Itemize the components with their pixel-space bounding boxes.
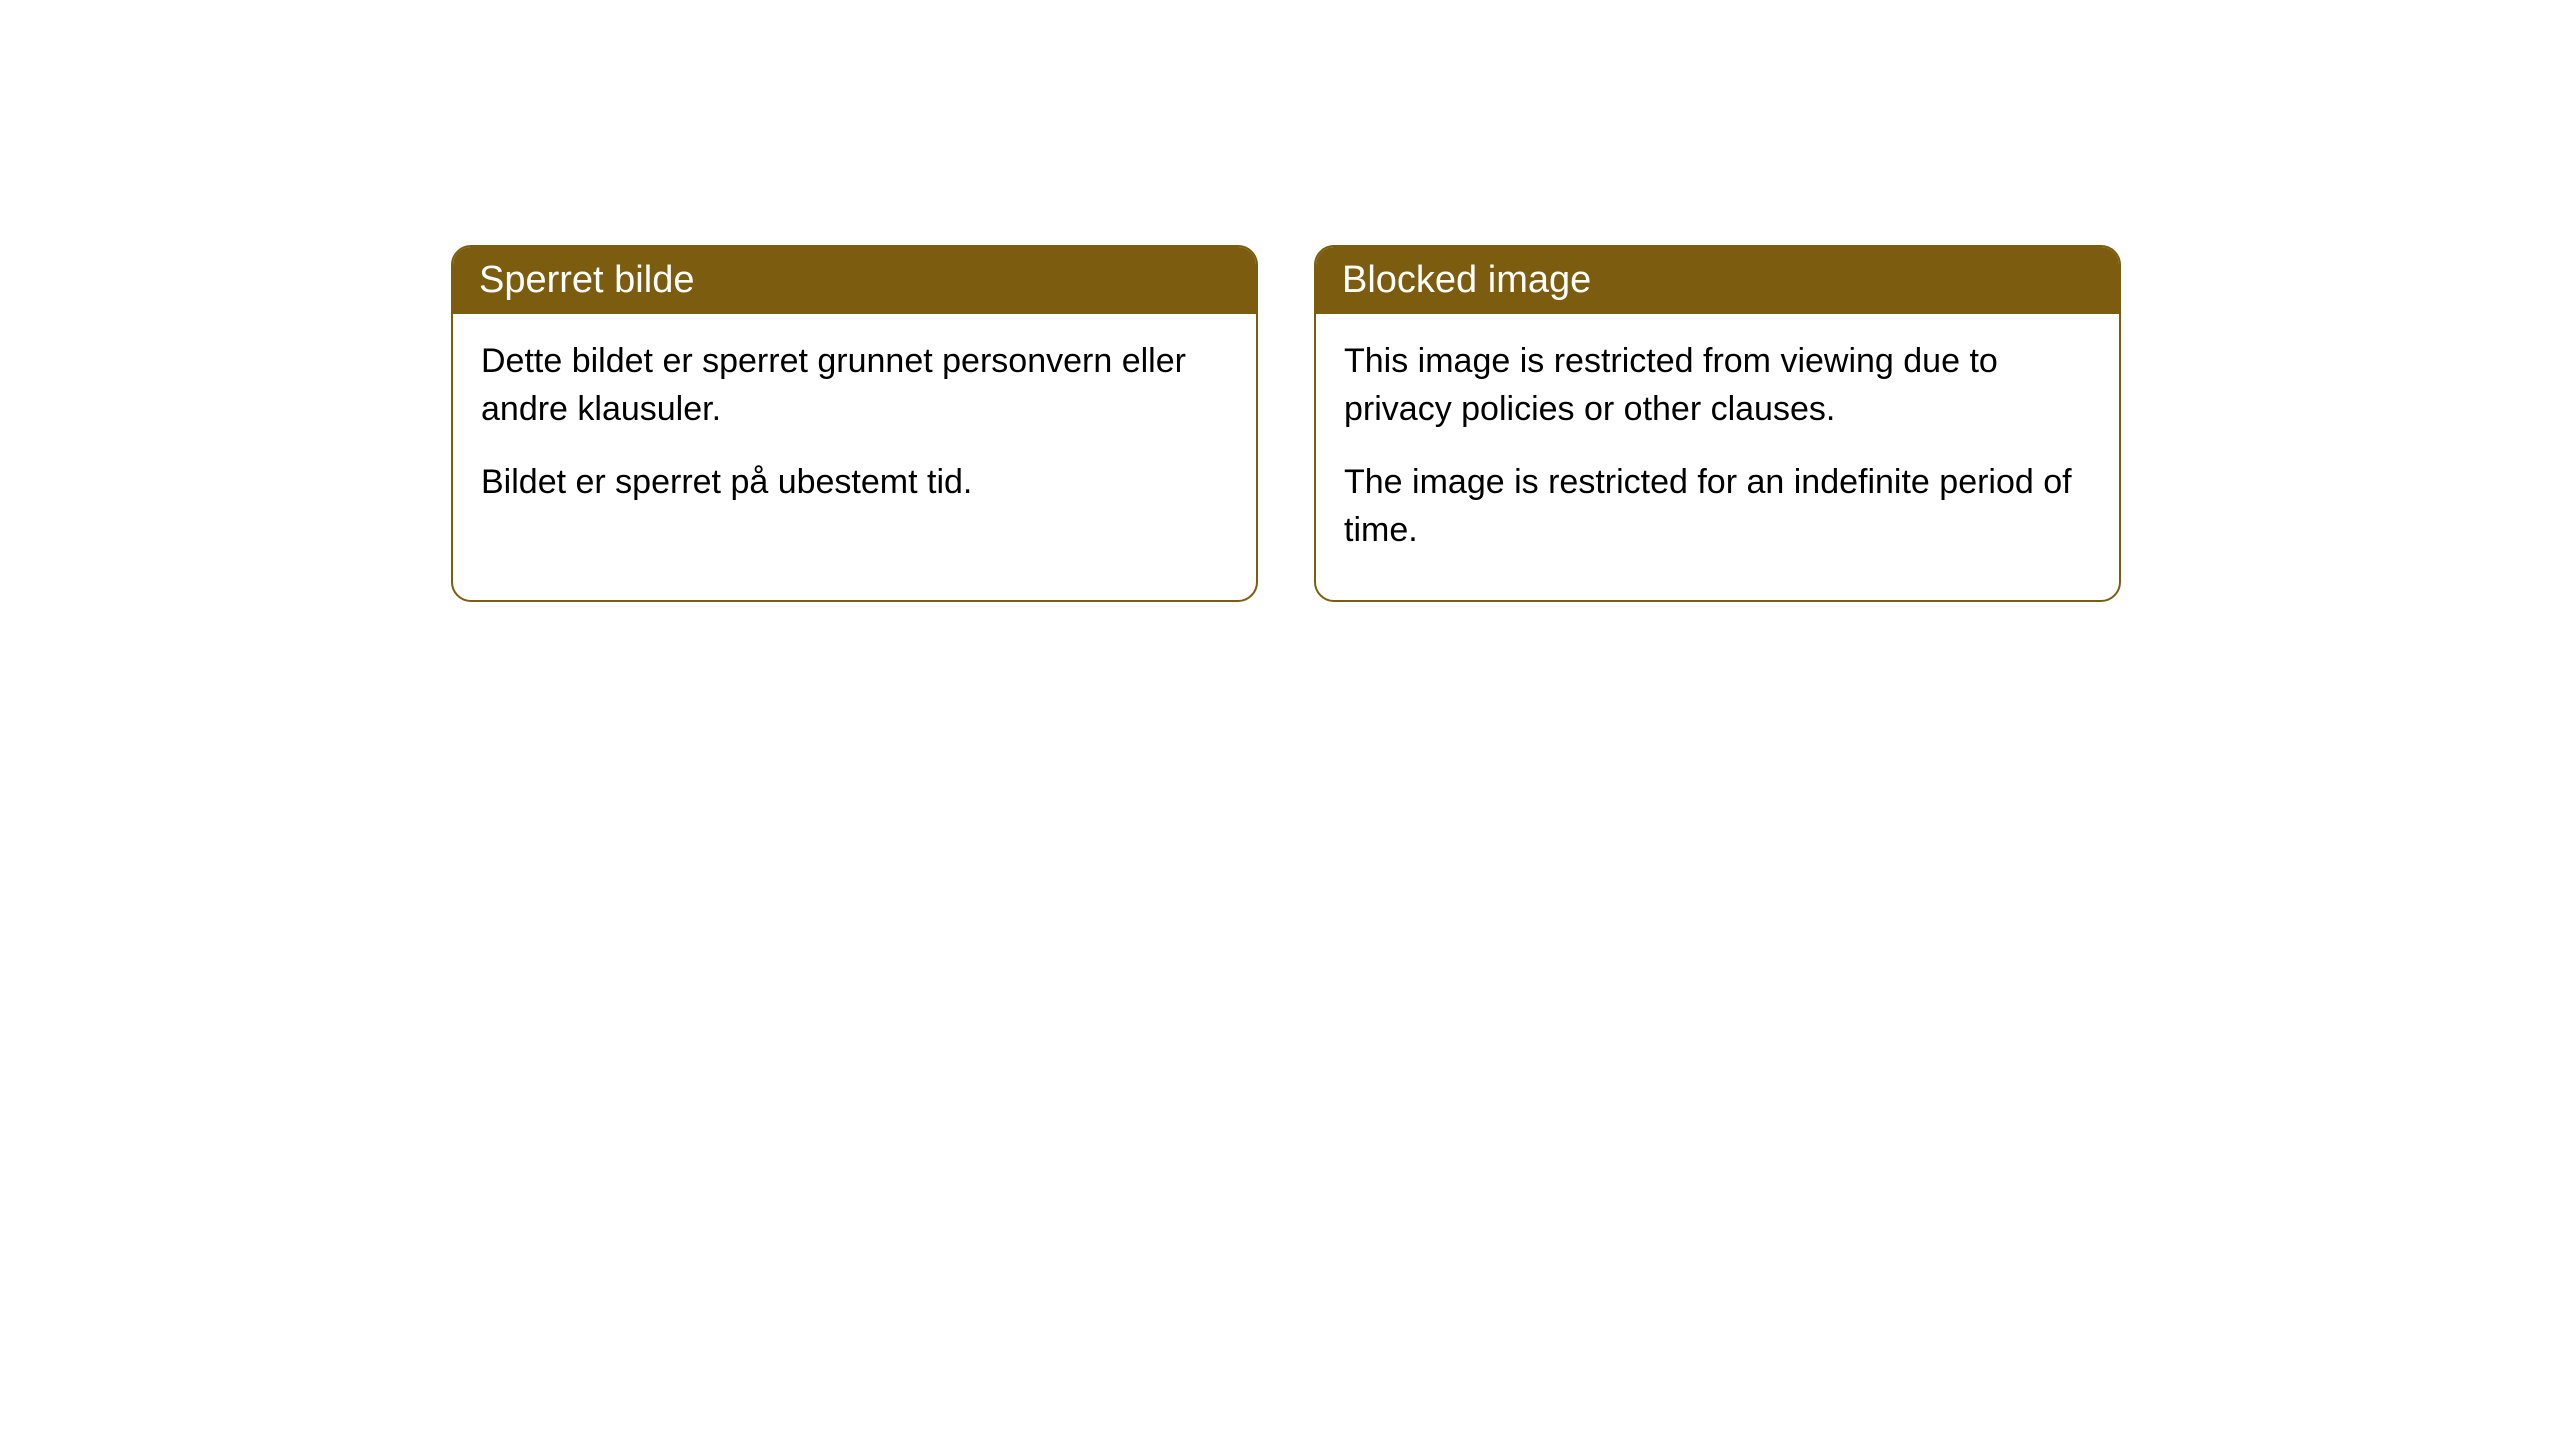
card-body-norwegian: Dette bildet er sperret grunnet personve… [453, 314, 1256, 553]
blocked-image-card-norwegian: Sperret bilde Dette bildet er sperret gr… [451, 245, 1258, 602]
notification-cards-container: Sperret bilde Dette bildet er sperret gr… [451, 245, 2121, 602]
card-paragraph-1-norwegian: Dette bildet er sperret grunnet personve… [481, 338, 1228, 433]
card-body-english: This image is restricted from viewing du… [1316, 314, 2119, 600]
blocked-image-card-english: Blocked image This image is restricted f… [1314, 245, 2121, 602]
card-paragraph-1-english: This image is restricted from viewing du… [1344, 338, 2091, 433]
card-header-norwegian: Sperret bilde [453, 247, 1256, 314]
card-header-english: Blocked image [1316, 247, 2119, 314]
card-title-english: Blocked image [1342, 259, 1591, 301]
card-title-norwegian: Sperret bilde [479, 259, 694, 301]
card-paragraph-2-english: The image is restricted for an indefinit… [1344, 459, 2091, 554]
card-paragraph-2-norwegian: Bildet er sperret på ubestemt tid. [481, 459, 1228, 507]
